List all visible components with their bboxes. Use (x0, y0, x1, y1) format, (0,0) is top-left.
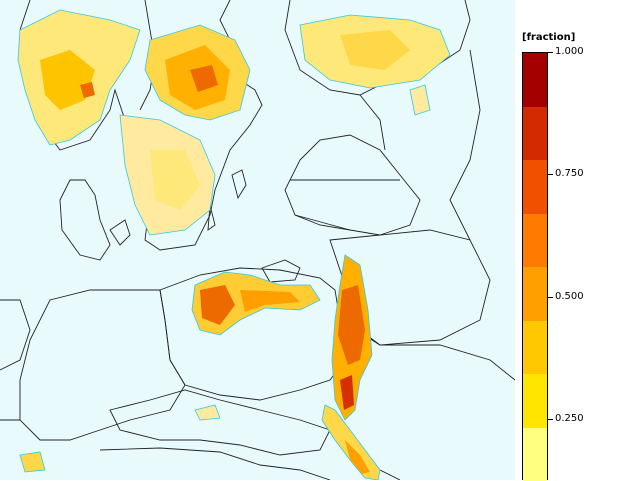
colorbar-tick (548, 297, 553, 298)
colorbar-bin (523, 53, 547, 107)
colorbar-tick (548, 174, 553, 175)
colorbar-tick-label: 1.000 (555, 46, 584, 57)
colorbar-bin (523, 374, 547, 428)
colorbar (522, 52, 548, 480)
colorbar-tick-label: 0.250 (555, 413, 584, 424)
colorbar-bin (523, 107, 547, 161)
colorbar-bin (523, 267, 547, 321)
colorbar-bin (523, 160, 547, 214)
map-area (0, 0, 515, 480)
colorbar-tick-label: 0.750 (555, 168, 584, 179)
colorbar-bin (523, 214, 547, 268)
colorbar-bin (523, 321, 547, 375)
legend-title: [fraction] (522, 32, 575, 43)
colorbar-tick-label: 0.500 (555, 291, 584, 302)
colorbar-tick (548, 52, 553, 53)
colorbar-bin (523, 428, 547, 481)
colorbar-tick (548, 419, 553, 420)
